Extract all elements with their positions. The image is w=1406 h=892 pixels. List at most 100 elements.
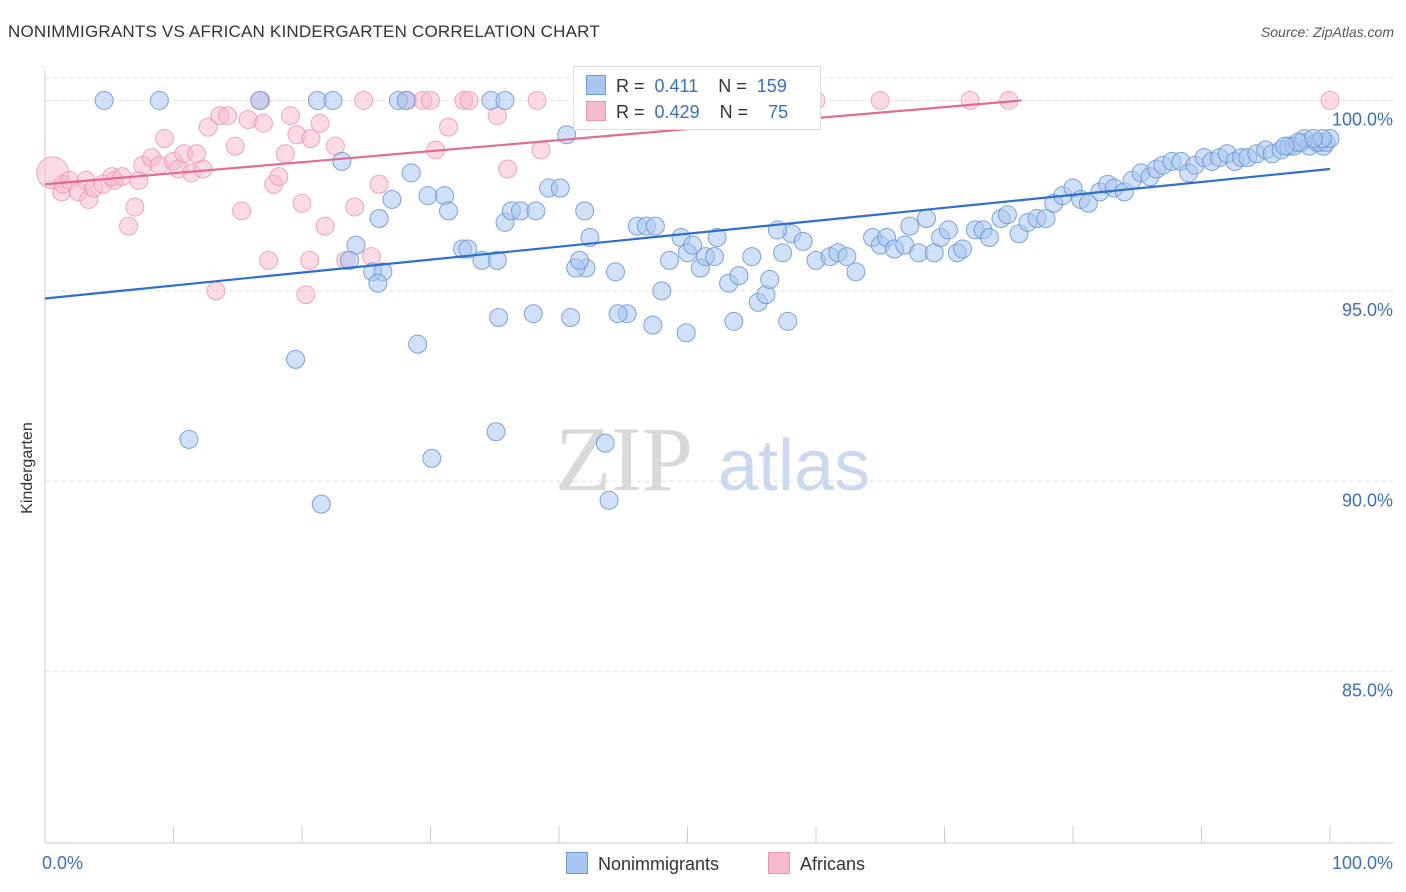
chart-title: NONIMMIGRANTS VS AFRICAN KINDERGARTEN CO…: [8, 22, 600, 41]
point-nonimmigrants: [595, 433, 615, 453]
watermark-atlas: atlas: [718, 426, 870, 506]
point-africans: [280, 106, 300, 126]
point-nonimmigrants: [550, 178, 570, 198]
point-nonimmigrants: [742, 247, 762, 267]
point-africans: [198, 117, 218, 137]
r-label: R =: [616, 102, 645, 122]
point-nonimmigrants: [707, 228, 727, 248]
trend-line-nonimmigrants: [44, 167, 1331, 300]
point-nonimmigrants: [408, 334, 428, 354]
point-nonimmigrants: [323, 90, 343, 110]
point-africans: [217, 106, 237, 126]
stats-row-africans: R = 0.429 N = 75: [586, 101, 788, 127]
point-nonimmigrants: [495, 90, 515, 110]
watermark: ZIP atlas: [555, 408, 870, 510]
point-africans: [292, 193, 312, 213]
point-africans: [531, 140, 551, 160]
tick-labels: 85.0% 90.0% 95.0% 100.0% 0.0% 100.0%: [42, 109, 1393, 873]
point-africans: [125, 197, 145, 217]
point-nonimmigrants: [526, 201, 546, 221]
point-nonimmigrants: [724, 311, 744, 331]
legend-swatch-nonimmigrants: [566, 852, 588, 874]
point-nonimmigrants: [837, 247, 857, 267]
point-nonimmigrants: [778, 311, 798, 331]
point-nonimmigrants: [286, 349, 306, 369]
point-africans: [232, 201, 252, 221]
point-africans: [206, 281, 226, 301]
legend-item-africans[interactable]: Africans: [768, 852, 865, 875]
point-nonimmigrants: [793, 231, 813, 251]
point-africans: [960, 90, 980, 110]
point-nonimmigrants: [704, 247, 724, 267]
point-nonimmigrants: [523, 304, 543, 324]
point-africans: [1320, 90, 1340, 110]
point-africans: [459, 90, 479, 110]
y-tick-label-1: 90.0%: [1342, 490, 1393, 510]
legend-swatch-africans: [768, 852, 790, 874]
point-nonimmigrants: [645, 216, 665, 236]
x-tick-label-0: 0.0%: [42, 853, 83, 873]
point-nonimmigrants: [369, 209, 389, 229]
legend: Nonimmigrants Africans: [0, 852, 1406, 878]
n-label: N =: [719, 102, 749, 122]
point-nonimmigrants: [396, 90, 416, 110]
point-nonimmigrants: [149, 90, 169, 110]
point-africans: [193, 159, 213, 179]
point-nonimmigrants: [458, 239, 478, 259]
y-tick-label-0: 85.0%: [1342, 681, 1393, 701]
point-nonimmigrants: [401, 163, 421, 183]
swatch-africans: [586, 101, 606, 121]
axes: [44, 70, 1394, 844]
source-label: Source: ZipAtlas.com: [1260, 24, 1394, 40]
point-africans: [259, 250, 279, 270]
y-axis-label: Kindergarten: [19, 422, 36, 514]
point-nonimmigrants: [606, 262, 626, 282]
point-nonimmigrants: [643, 315, 663, 335]
point-nonimmigrants: [676, 323, 696, 343]
trend-lines: [44, 99, 1331, 300]
n-value: 75: [768, 102, 789, 122]
point-nonimmigrants: [438, 201, 458, 221]
point-nonimmigrants: [683, 235, 703, 255]
trend-line-africans: [44, 99, 1022, 186]
point-nonimmigrants: [94, 90, 114, 110]
point-nonimmigrants: [332, 151, 352, 171]
point-africans: [369, 174, 389, 194]
point-nonimmigrants: [486, 422, 506, 442]
point-nonimmigrants: [729, 266, 749, 286]
r-label: R =: [616, 76, 645, 96]
legend-label-nonimmigrants: Nonimmigrants: [598, 854, 720, 874]
point-africans: [310, 113, 330, 133]
point-nonimmigrants: [368, 273, 388, 293]
point-nonimmigrants: [422, 448, 442, 468]
point-nonimmigrants: [608, 304, 628, 324]
point-africans: [225, 136, 245, 156]
point-nonimmigrants: [979, 228, 999, 248]
point-nonimmigrants: [1036, 209, 1056, 229]
point-africans: [300, 250, 320, 270]
point-africans: [345, 197, 365, 217]
series-nonimmigrants-points: [94, 90, 1340, 514]
point-nonimmigrants: [179, 429, 199, 449]
y-tick-label-2: 95.0%: [1342, 300, 1393, 320]
legend-item-nonimmigrants[interactable]: Nonimmigrants: [566, 852, 719, 875]
y-tick-label-3: 100.0%: [1332, 109, 1393, 129]
point-nonimmigrants: [917, 209, 937, 229]
point-nonimmigrants: [660, 250, 680, 270]
point-nonimmigrants: [487, 250, 507, 270]
point-africans: [498, 159, 518, 179]
y-axis-label-wrap: Kindergarten: [16, 422, 40, 514]
n-value: 159: [756, 76, 787, 96]
point-africans: [155, 129, 175, 149]
point-africans: [527, 90, 547, 110]
point-africans: [269, 167, 289, 187]
point-nonimmigrants: [418, 186, 438, 206]
point-nonimmigrants: [311, 494, 331, 514]
point-africans: [301, 129, 321, 149]
point-africans: [870, 90, 890, 110]
point-nonimmigrants: [938, 220, 958, 240]
x-tick-label-1: 100.0%: [1332, 853, 1393, 873]
point-nonimmigrants: [652, 281, 672, 301]
point-nonimmigrants: [340, 250, 360, 270]
point-nonimmigrants: [997, 205, 1017, 225]
